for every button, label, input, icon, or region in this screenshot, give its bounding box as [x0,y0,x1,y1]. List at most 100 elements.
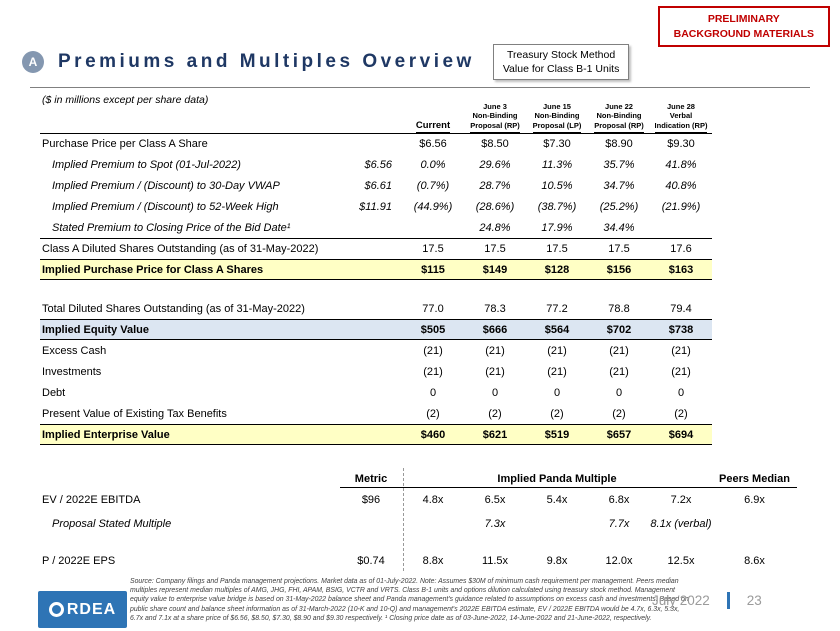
cell-value: 0 [491,386,499,399]
dashed-column-divider [403,468,404,571]
row-label: Total Diluted Shares Outstanding (as of … [42,302,305,315]
cell-value: $694 [668,428,694,441]
cell-value: $6.61 [364,179,392,192]
cell-value: $460 [420,428,446,441]
footer-date: July 2022 [652,593,710,608]
premiums-table-header: ($ in millions except per share data) Cu… [40,94,712,133]
table-row: Excess Cash (21) (21) (21) (21) (21) [40,340,712,361]
table-row: Implied Purchase Price for Class A Share… [40,259,712,280]
metric-header: Metric [340,473,402,488]
cell-value: $564 [544,323,570,336]
ardea-logo: RDEA [38,591,127,628]
cell-value: (0.7%) [416,179,450,192]
logo-circle-icon [48,602,64,617]
cell-value: 8.1x (verbal) [650,518,712,530]
table-row: P / 2022E EPS $0.74 8.8x 11.5x 9.8x 12.0x 12.5… [40,549,797,573]
cell-value: $6.56 [419,138,447,150]
cell-value: 7.2x [670,494,692,506]
col-header-june22: June 22 Non-Binding Proposal (RP) [588,102,650,134]
cell-value: $666 [482,323,508,336]
cell-value: 11.3% [541,158,573,171]
cell-value: 8.8x [422,555,444,567]
premiums-table: ($ in millions except per share data) Cu… [40,94,712,445]
page-number-divider [726,592,730,609]
table-row: Proposal Stated Multiple 7.3x 7.7x 8.1x (ve… [40,512,797,536]
cell-value: $11.91 [359,200,392,213]
cell-value: 17.5 [608,243,630,255]
treasury-method-callout: Treasury Stock Method Value for Class B-… [492,44,630,81]
cell-value: 12.0x [605,555,633,567]
cell-value: 6.9x [744,494,765,506]
row-label: Proposal Stated Multiple [52,518,172,530]
multiples-table: Metric Implied Panda Multiple Peers Medi… [40,468,797,573]
cell-value: 34.7% [603,179,635,192]
cell-value: (21) [671,344,691,357]
cell-value: 78.3 [484,302,506,315]
cell-value: (2) [612,407,626,420]
page-footer: July 2022 23 [652,592,762,609]
source-footnote: Source: Company filings and Panda manage… [130,578,689,622]
cell-value: 78.8 [608,302,630,315]
row-label: Implied Purchase Price for Class A Share… [42,263,264,276]
cell-value: 8.6x [744,555,765,567]
col-header-june3: June 3 Non-Binding Proposal (RP) [464,102,526,134]
cell-value: $505 [420,323,446,336]
cell-value: 5.4x [546,494,568,506]
cell-value: 4.8x [422,494,444,506]
table-row: Implied Premium / (Discount) to 30-Day V… [40,175,712,196]
col-header-current: Current [415,120,451,133]
multiples-table-body: EV / 2022E EBITDA $96 4.8x 6.5x 5.4x 6.8x 7.2x… [40,488,797,573]
cell-value: 24.8% [479,221,511,234]
section-marker-a: A [22,51,44,74]
row-label: Implied Equity Value [42,323,149,336]
row-label: P / 2022E EPS [42,555,116,567]
cell-value: (2) [674,407,688,420]
row-label: Excess Cash [42,344,107,357]
row-label: EV / 2022E EBITDA [42,494,141,506]
cell-value: (21) [485,344,505,357]
cell-value: $657 [606,428,632,441]
cell-value: $702 [606,323,632,336]
cell-value: $738 [668,323,694,336]
row-label: Stated Premium to Closing Price of the B… [52,221,291,234]
cell-value: (2) [488,407,502,420]
cell-value: 0 [615,386,623,399]
cell-value: (21) [671,365,691,378]
units-note: ($ in millions except per share data) [42,94,209,106]
cell-value: 41.8% [665,158,697,171]
cell-value: 6.5x [484,494,506,506]
cell-value: $115 [421,263,445,276]
cell-value: 6.8x [608,494,630,506]
page-title: Premiums and Multiples Overview [58,51,475,73]
table-row: Implied Premium / (Discount) to 52-Week … [40,196,712,217]
cell-value: $156 [606,263,632,276]
header-divider [30,87,810,88]
cell-value: (38.7%) [537,200,577,213]
col-header-june15: June 15 Non-Binding Proposal (LP) [526,102,588,134]
spacer-row [40,536,797,549]
cell-value: 0 [677,386,685,399]
peers-median-header: Peers Median [712,473,797,488]
preliminary-badge: PRELIMINARY BACKGROUND MATERIALS [657,6,830,48]
cell-value: (21) [547,365,567,378]
row-label: Class A Diluted Shares Outstanding (as o… [42,243,319,255]
cell-value: 29.6% [479,158,511,171]
row-label: Present Value of Existing Tax Benefits [42,407,227,420]
cell-value: (25.2%) [599,200,639,213]
cell-value: 35.7% [603,158,635,171]
cell-value: 17.5 [422,243,444,255]
cell-value: 10.5% [541,179,573,192]
cell-value: 0 [429,386,437,399]
cell-value: 77.2 [546,302,568,315]
cell-value: (21) [485,365,505,378]
table-row: Class A Diluted Shares Outstanding (as o… [40,238,712,259]
table-row: Present Value of Existing Tax Benefits (2… [40,403,712,424]
cell-value: (21) [609,344,629,357]
table-row: Purchase Price per Class A Share $6.56 $8.… [40,133,712,154]
cell-value: $163 [668,263,694,276]
cell-value: $621 [482,428,508,441]
cell-value: 17.5 [546,243,568,255]
page-number: 23 [746,593,762,608]
row-label: Investments [42,365,102,378]
